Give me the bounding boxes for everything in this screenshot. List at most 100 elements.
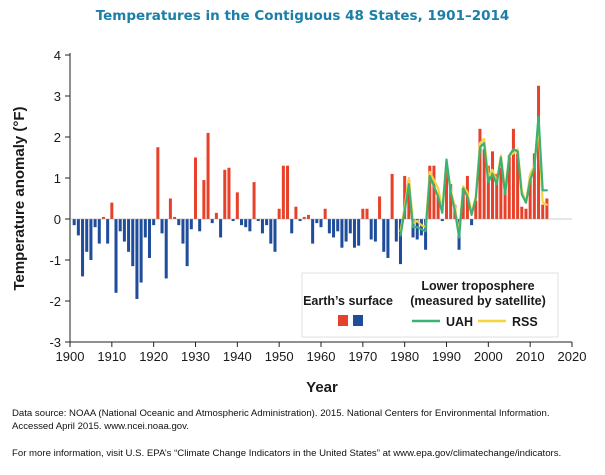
surface-bar <box>352 219 356 248</box>
surface-bar <box>537 85 541 219</box>
surface-bar <box>319 219 323 228</box>
surface-bar <box>382 219 386 252</box>
surface-bar <box>260 219 264 234</box>
surface-bar <box>432 165 436 219</box>
surface-bar <box>189 219 193 230</box>
y-tick-label: -1 <box>49 253 61 268</box>
surface-bar <box>97 219 101 244</box>
surface-bar <box>298 219 302 222</box>
y-axis-label: Temperature anomaly (°F) <box>11 106 28 290</box>
y-tick-label: 0 <box>54 212 61 227</box>
x-axis-label: Year <box>306 379 338 396</box>
surface-bar <box>147 219 151 258</box>
surface-bar <box>181 219 185 244</box>
surface-bar <box>394 219 398 242</box>
surface-bar <box>81 219 85 277</box>
surface-bar <box>482 149 486 219</box>
surface-bar <box>378 196 382 219</box>
y-tick-label: 1 <box>54 171 61 186</box>
surface-bar <box>336 219 340 232</box>
surface-bar <box>461 188 465 219</box>
surface-bar <box>470 219 474 226</box>
surface-bar <box>131 219 135 267</box>
y-tick-label: 4 <box>54 48 61 63</box>
surface-bar <box>273 219 277 252</box>
surface-bar <box>227 167 231 219</box>
data-source-line-2: Accessed April 2015. www.ncei.noaa.gov. <box>12 420 189 432</box>
surface-bar <box>164 219 168 279</box>
surface-bar <box>210 219 214 224</box>
x-tick-label: 1990 <box>432 349 461 364</box>
surface-bar <box>511 128 515 219</box>
surface-bar <box>160 219 164 234</box>
surface-bar <box>118 219 122 232</box>
surface-bar <box>478 128 482 219</box>
surface-bar <box>403 175 407 219</box>
surface-bar <box>240 219 244 226</box>
surface-bar <box>327 219 331 234</box>
x-tick-label: 1930 <box>181 349 210 364</box>
surface-bar <box>532 153 536 219</box>
surface-bar <box>252 182 256 219</box>
surface-bar <box>281 165 285 219</box>
surface-bar <box>516 153 520 219</box>
surface-bar <box>520 206 524 219</box>
surface-bar <box>185 219 189 267</box>
y-tick-label: 2 <box>54 130 61 145</box>
y-tick-label: -3 <box>49 335 61 350</box>
more-info-note: For more information, visit U.S. EPA’s “… <box>12 448 562 459</box>
surface-bar <box>503 184 507 219</box>
surface-bar <box>390 173 394 219</box>
surface-bar <box>139 219 143 283</box>
x-tick-label: 1970 <box>348 349 377 364</box>
surface-bar <box>348 219 352 234</box>
surface-bar <box>419 219 423 236</box>
surface-bar <box>235 192 239 219</box>
surface-bar <box>486 165 490 219</box>
surface-bar <box>407 180 411 219</box>
surface-bar <box>365 208 369 219</box>
surface-bar <box>244 219 248 228</box>
y-tick-label: -2 <box>49 294 61 309</box>
surface-bar <box>386 219 390 258</box>
surface-bar <box>256 219 260 222</box>
surface-bar <box>110 202 114 219</box>
surface-bar <box>528 175 532 219</box>
y-tick-label: 3 <box>54 89 61 104</box>
surface-bar <box>311 219 315 244</box>
legend-troposphere-title: Lower troposphere <box>421 279 534 293</box>
x-tick-label: 1940 <box>223 349 252 364</box>
data-source-line-1: Data source: NOAA (National Oceanic and … <box>12 408 550 419</box>
x-tick-label: 1910 <box>97 349 126 364</box>
surface-bar <box>193 157 198 219</box>
surface-bar <box>440 219 444 222</box>
surface-bar <box>369 219 373 240</box>
uah-series-line <box>399 115 549 239</box>
legend-swatch-negative <box>353 315 363 326</box>
surface-bar <box>286 165 290 219</box>
surface-bar <box>106 219 110 244</box>
chart-title: Temperatures in the Contiguous 48 States… <box>95 8 510 24</box>
surface-bar <box>219 219 223 238</box>
surface-bar <box>122 219 126 242</box>
x-tick-label: 1960 <box>307 349 336 364</box>
surface-bar <box>265 219 269 226</box>
temperature-chart: -3 -2 -1 0 1 2 3 4 1900 1910 1920 1930 1940 1950 1960 1… <box>11 48 586 396</box>
surface-bar <box>398 219 402 265</box>
legend-rss-label: RSS <box>512 315 538 329</box>
surface-bar <box>231 219 235 222</box>
surface-bar <box>428 165 432 219</box>
surface-bar <box>545 198 549 219</box>
surface-bar <box>290 219 294 234</box>
surface-bar <box>198 219 202 232</box>
surface-bar <box>474 200 478 219</box>
surface-bar <box>449 184 453 219</box>
surface-bar <box>277 208 281 219</box>
surface-bar <box>373 219 377 242</box>
surface-bar <box>101 216 105 219</box>
surface-bar <box>85 219 89 252</box>
surface-bar <box>315 219 319 224</box>
x-tick-label: 2000 <box>474 349 503 364</box>
surface-bar <box>269 219 273 244</box>
surface-bar <box>143 219 147 238</box>
